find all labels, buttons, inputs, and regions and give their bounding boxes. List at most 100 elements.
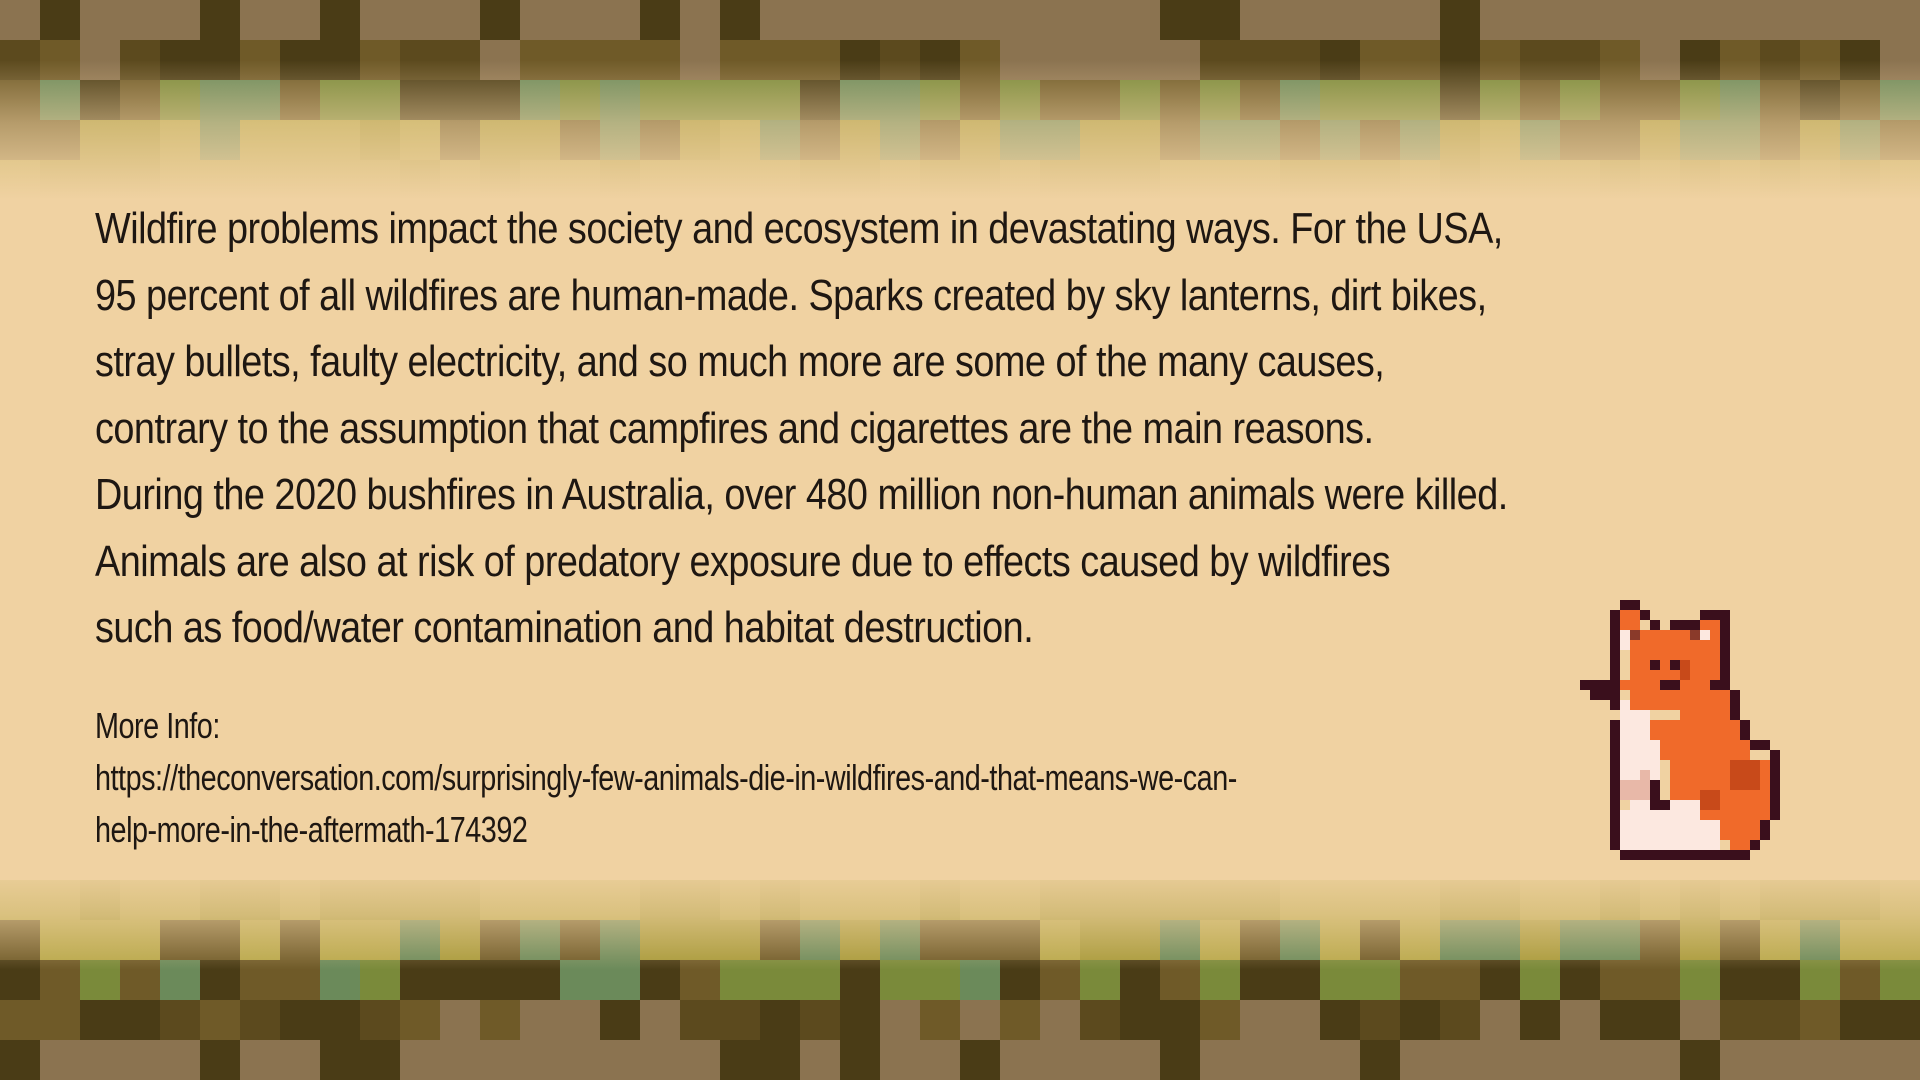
border-pixel xyxy=(1600,1040,1640,1080)
border-pixel xyxy=(120,0,160,40)
border-pixel xyxy=(0,1040,40,1080)
border-pixel xyxy=(1840,1040,1880,1080)
border-pixel xyxy=(1560,0,1600,40)
border-pixel xyxy=(1080,0,1120,40)
paragraph-line: Animals are also at risk of predatory ex… xyxy=(95,536,1391,586)
border-pixel xyxy=(40,1040,80,1080)
border-pixel xyxy=(1120,1040,1160,1080)
border-pixel xyxy=(1880,1040,1920,1080)
border-pixel xyxy=(800,1000,840,1040)
border-pixel xyxy=(1520,1000,1560,1040)
border-pixel xyxy=(1160,1000,1200,1040)
border-pixel xyxy=(280,1040,320,1080)
main-text-block: Wildfire problems impact the society and… xyxy=(95,196,1835,662)
border-pixel xyxy=(1040,0,1080,40)
border-pixel xyxy=(1680,1000,1720,1040)
border-pixel xyxy=(1520,0,1560,40)
border-pixel xyxy=(920,1000,960,1040)
border-pixel xyxy=(160,1000,200,1040)
border-pixel xyxy=(1240,0,1280,40)
border-pixel xyxy=(1320,1040,1360,1080)
border-pixel xyxy=(960,1040,1000,1080)
border-pixel xyxy=(120,1000,160,1040)
border-pixel xyxy=(160,0,200,40)
border-pixel xyxy=(600,0,640,40)
border-pixel xyxy=(1600,0,1640,40)
border-pixel xyxy=(1200,1040,1240,1080)
border-pixel xyxy=(560,1040,600,1080)
border-pixel xyxy=(1440,0,1480,40)
border-pixel xyxy=(160,1040,200,1080)
paragraph-line: contrary to the assumption that campfire… xyxy=(95,403,1374,453)
border-pixel xyxy=(400,1000,440,1040)
bottom-border-fade xyxy=(0,860,1920,970)
border-pixel xyxy=(1680,0,1720,40)
border-pixel xyxy=(1720,0,1760,40)
paragraph-line: such as food/water contamination and hab… xyxy=(95,603,1034,652)
border-pixel xyxy=(1240,1040,1280,1080)
border-pixel xyxy=(240,1000,280,1040)
border-pixel xyxy=(1800,0,1840,40)
top-border-fade xyxy=(0,60,1920,200)
border-pixel xyxy=(40,0,80,40)
border-pixel xyxy=(1360,0,1400,40)
border-pixel xyxy=(1280,1040,1320,1080)
border-pixel xyxy=(40,1000,80,1040)
border-pixel xyxy=(560,0,600,40)
border-pixel xyxy=(280,0,320,40)
border-pixel xyxy=(520,1040,560,1080)
border-pixel xyxy=(520,0,560,40)
border-pixel xyxy=(80,0,120,40)
border-pixel xyxy=(1640,1040,1680,1080)
border-pixel xyxy=(760,1000,800,1040)
border-pixel xyxy=(1800,1000,1840,1040)
border-pixel xyxy=(1160,0,1200,40)
border-pixel xyxy=(600,1040,640,1080)
border-pixel xyxy=(640,1000,680,1040)
border-pixel xyxy=(0,1000,40,1040)
border-pixel xyxy=(1400,1000,1440,1040)
border-pixel xyxy=(920,1040,960,1080)
more-info-url-line-2: help-more-in-the-aftermath-174392 xyxy=(95,809,528,850)
border-pixel xyxy=(1000,0,1040,40)
border-pixel xyxy=(1760,1040,1800,1080)
border-pixel xyxy=(880,1000,920,1040)
border-pixel xyxy=(1360,1000,1400,1040)
border-pixel xyxy=(280,1000,320,1040)
border-pixel xyxy=(80,1040,120,1080)
border-pixel xyxy=(640,1040,680,1080)
border-pixel xyxy=(880,0,920,40)
border-pixel xyxy=(360,1040,400,1080)
border-pixel xyxy=(1720,1040,1760,1080)
border-pixel xyxy=(800,0,840,40)
border-pixel xyxy=(760,0,800,40)
border-pixel xyxy=(760,1040,800,1080)
border-pixel xyxy=(1640,0,1680,40)
border-pixel xyxy=(1760,1000,1800,1040)
more-info-label: More Info: xyxy=(95,705,220,746)
paragraph-line: stray bullets, faulty electricity, and s… xyxy=(95,337,1385,386)
border-pixel xyxy=(1360,1040,1400,1080)
border-pixel xyxy=(1400,1040,1440,1080)
border-pixel xyxy=(480,1000,520,1040)
border-pixel xyxy=(1880,1000,1920,1040)
border-pixel xyxy=(1280,1000,1320,1040)
border-pixel xyxy=(1080,1040,1120,1080)
border-pixel xyxy=(240,0,280,40)
border-pixel xyxy=(1480,0,1520,40)
border-pixel xyxy=(1080,1000,1120,1040)
border-pixel xyxy=(200,1000,240,1040)
wildfire-paragraph: Wildfire problems impact the society and… xyxy=(95,196,1591,662)
border-pixel xyxy=(600,1000,640,1040)
border-pixel xyxy=(640,0,680,40)
border-pixel xyxy=(440,1040,480,1080)
border-pixel xyxy=(1320,1000,1360,1040)
border-pixel xyxy=(1480,1000,1520,1040)
border-pixel xyxy=(1160,1040,1200,1080)
border-pixel xyxy=(560,1000,600,1040)
border-pixel xyxy=(1880,0,1920,40)
border-pixel xyxy=(1680,1040,1720,1080)
border-pixel xyxy=(1560,1000,1600,1040)
border-pixel xyxy=(840,0,880,40)
border-pixel xyxy=(1640,1000,1680,1040)
